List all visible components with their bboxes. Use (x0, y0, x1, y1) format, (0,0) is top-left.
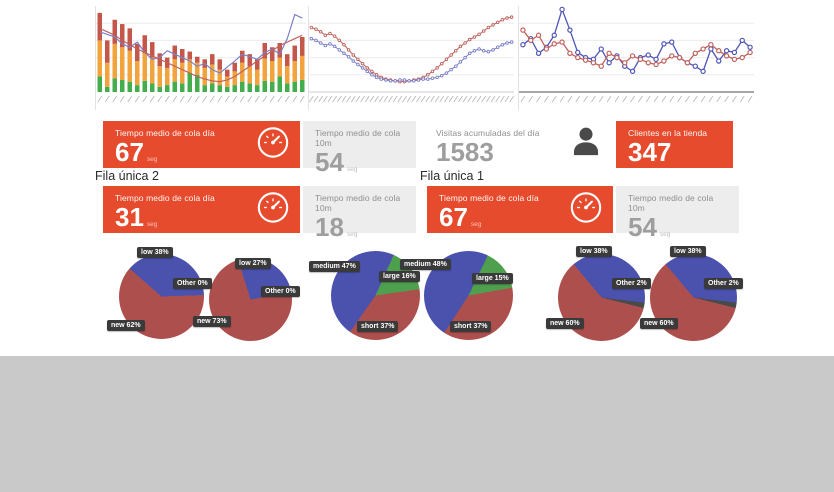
kpi-card-clients-in-store: Clientes en la tienda 347 (616, 121, 733, 168)
pie-callout: Other 2% (704, 278, 743, 289)
pie-chart-customer-type-2: low 27% Other 0% new 73% (193, 258, 300, 341)
kpi-value: 1583 (436, 137, 494, 167)
pie-callout: low 38% (576, 246, 612, 257)
pie-callout: new 73% (193, 316, 231, 327)
kpi-value: 347 (628, 137, 672, 167)
kpi-value: 54 seg (628, 212, 671, 242)
kpi-title: Tiempo medio de cola día (115, 128, 215, 138)
kpi-unit: seg (146, 221, 158, 228)
kpi-card-fila1-queue-day: Tiempo medio de cola día 67 seg (427, 186, 613, 233)
kpi-value: 18 seg (315, 212, 358, 242)
gauge-icon (256, 125, 290, 164)
pie-callout: short 37% (357, 321, 399, 332)
pie-chart-size-2: medium 48% large 15% short 37% (400, 251, 513, 340)
pie-callout: new 62% (107, 320, 145, 331)
pie-chart-customer-type-3: low 38% Other 2% new 60% (546, 246, 651, 341)
section-label-fila-2: Fila única 2 (95, 169, 159, 183)
kpi-card-fila2-queue-day: Tiempo medio de cola día 31 seg (103, 186, 300, 233)
section-label-fila-1: Fila única 1 (420, 169, 484, 183)
kpi-unit: seg (470, 221, 482, 228)
pie-callout: large 15% (472, 273, 513, 284)
kpi-title: Tiempo medio de cola día (439, 193, 539, 203)
pie-callout: low 38% (137, 247, 173, 258)
stacked-bar-chart (95, 6, 306, 110)
kpi-title: Visitas acumuladas del día (436, 128, 540, 138)
pie-chart-customer-type-1: low 38% Other 0% new 62% (107, 247, 212, 339)
pie-callout: large 16% (379, 271, 420, 282)
pie-callout: Other 2% (612, 278, 651, 289)
kpi-card-visits: Visitas acumuladas del día 1583 (424, 121, 613, 168)
process-flow-band: $ (0, 356, 834, 492)
gauge-icon (256, 190, 290, 229)
kpi-title: Tiempo medio de cola 10m (315, 193, 401, 213)
pie-callout: Other 0% (261, 286, 300, 297)
kpi-title: Tiempo medio de cola día (115, 193, 215, 203)
pie-chart-customer-type-4: low 38% Other 2% new 60% (640, 246, 743, 341)
kpi-value: 31 seg (115, 202, 158, 232)
kpi-title: Tiempo medio de cola 10m (315, 128, 401, 148)
pie-callout: new 60% (546, 318, 584, 329)
jagged-line-chart (518, 6, 754, 110)
pie-callout: low 38% (670, 246, 706, 257)
kpi-unit: seg (346, 231, 358, 238)
person-icon (569, 124, 603, 163)
gauge-icon (569, 190, 603, 229)
pie-callout: new 60% (640, 318, 678, 329)
kpi-title: Clientes en la tienda (628, 128, 708, 138)
kpi-unit: seg (346, 166, 358, 173)
kpi-unit: seg (659, 231, 671, 238)
kpi-title: Tiempo medio de cola 10m (628, 193, 714, 213)
kpi-value: 67 seg (115, 137, 158, 167)
smooth-line-chart (308, 6, 514, 110)
kpi-card-queue-day: Tiempo medio de cola día 67 seg (103, 121, 300, 168)
pie-callout: medium 48% (400, 259, 451, 270)
pie-callout: low 27% (235, 258, 271, 269)
kpi-value: 67 seg (439, 202, 482, 232)
kpi-card-queue-10m: Tiempo medio de cola 10m 54 seg (303, 121, 416, 176)
kpi-value: 54 seg (315, 147, 358, 177)
pie-callout: Other 0% (173, 278, 212, 289)
kpi-unit: seg (146, 156, 158, 163)
kpi-card-fila2-queue-10m: Tiempo medio de cola 10m 18 seg (303, 186, 416, 241)
pie-callout: short 37% (450, 321, 492, 332)
pie-callout: medium 47% (309, 261, 360, 272)
kpi-card-fila1-queue-10m: Tiempo medio de cola 10m 54 seg (616, 186, 739, 241)
